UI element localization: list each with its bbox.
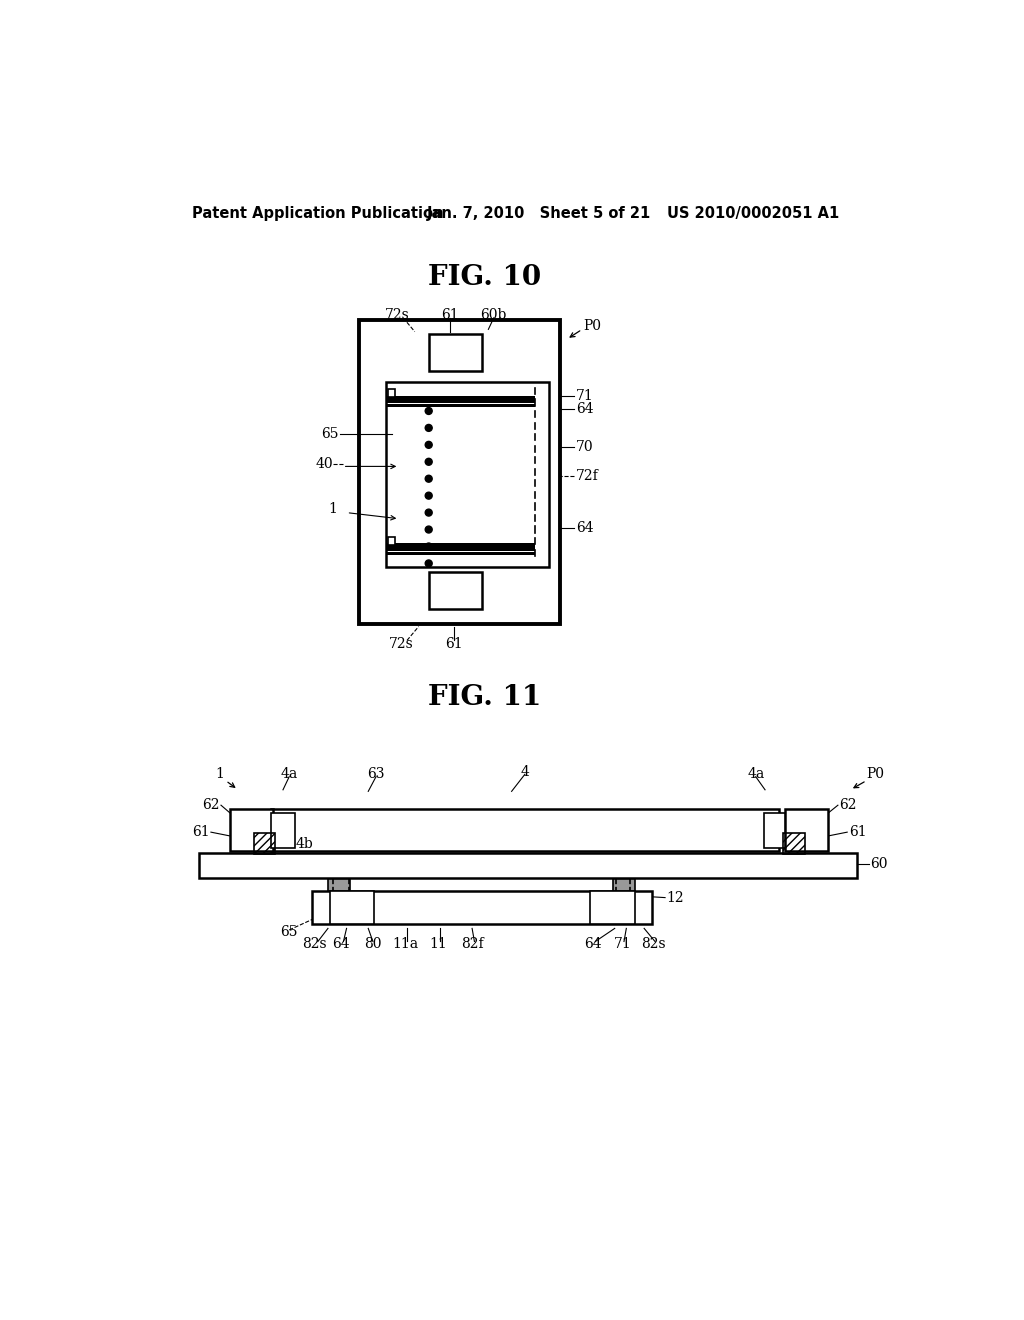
Text: 72s: 72s [385, 308, 410, 322]
Text: 71: 71 [613, 937, 632, 950]
Bar [359, 321, 560, 624]
Bar [388, 389, 395, 397]
Text: 82f: 82f [462, 937, 484, 950]
Circle shape [425, 475, 432, 482]
Text: 82s: 82s [641, 937, 666, 950]
Bar [330, 891, 375, 924]
Circle shape [425, 527, 432, 533]
Text: 71: 71 [575, 388, 594, 403]
Text: 60: 60 [870, 857, 888, 871]
Text: 63: 63 [368, 767, 385, 781]
Circle shape [425, 492, 432, 499]
Text: 4a: 4a [281, 767, 298, 781]
Bar [254, 833, 275, 854]
Text: 64: 64 [333, 937, 350, 950]
Text: 1: 1 [329, 502, 337, 516]
Text: 72f: 72f [575, 470, 599, 483]
Text: 70: 70 [575, 440, 594, 454]
Text: 40: 40 [315, 457, 334, 471]
Text: 1: 1 [215, 767, 224, 781]
Circle shape [425, 408, 432, 414]
Circle shape [425, 560, 432, 566]
Circle shape [425, 441, 432, 449]
Text: 4b: 4b [296, 837, 313, 850]
Text: FIG. 10: FIG. 10 [428, 264, 541, 292]
Bar [312, 891, 652, 924]
Text: 11a: 11a [392, 937, 419, 950]
Bar [271, 809, 779, 851]
Bar [590, 891, 635, 924]
Text: 61: 61 [440, 308, 459, 322]
Text: Patent Application Publication: Patent Application Publication [191, 206, 443, 222]
Text: 61: 61 [849, 825, 866, 840]
Text: 64: 64 [575, 521, 594, 535]
Bar [386, 404, 535, 407]
Text: 65: 65 [281, 925, 298, 940]
Text: 60b: 60b [480, 308, 507, 322]
Bar [764, 813, 785, 847]
Text: US 2010/0002051 A1: US 2010/0002051 A1 [667, 206, 839, 222]
Text: 4a: 4a [748, 767, 764, 781]
Bar [386, 381, 549, 566]
Text: 62: 62 [840, 799, 857, 812]
Bar [429, 572, 482, 609]
Bar [429, 334, 482, 371]
Text: 61: 61 [191, 825, 209, 840]
Bar [388, 537, 395, 545]
Text: 61: 61 [444, 636, 462, 651]
Circle shape [425, 425, 432, 432]
Bar [328, 879, 349, 891]
Text: 11: 11 [429, 937, 446, 950]
Bar [386, 544, 535, 552]
Bar [200, 853, 856, 878]
Text: 64: 64 [575, 403, 594, 416]
Bar [386, 396, 535, 404]
Circle shape [425, 510, 432, 516]
Bar [785, 809, 827, 851]
Text: 80: 80 [365, 937, 382, 950]
Text: 4: 4 [520, 766, 529, 779]
Text: 62: 62 [202, 799, 219, 812]
Text: 72s: 72s [389, 636, 414, 651]
Text: P0: P0 [866, 767, 884, 781]
Text: Jan. 7, 2010   Sheet 5 of 21: Jan. 7, 2010 Sheet 5 of 21 [426, 206, 650, 222]
Text: FIG. 11: FIG. 11 [428, 684, 541, 711]
Text: 12: 12 [667, 891, 684, 904]
Text: 82s: 82s [302, 937, 327, 950]
Circle shape [425, 458, 432, 465]
Bar [230, 809, 273, 851]
Circle shape [425, 543, 432, 550]
Text: P0: P0 [584, 319, 602, 333]
Bar [613, 879, 635, 891]
Bar [271, 813, 295, 847]
Bar [783, 833, 805, 854]
Bar [386, 552, 535, 554]
Text: 64: 64 [584, 937, 602, 950]
Text: 65: 65 [322, 428, 339, 441]
